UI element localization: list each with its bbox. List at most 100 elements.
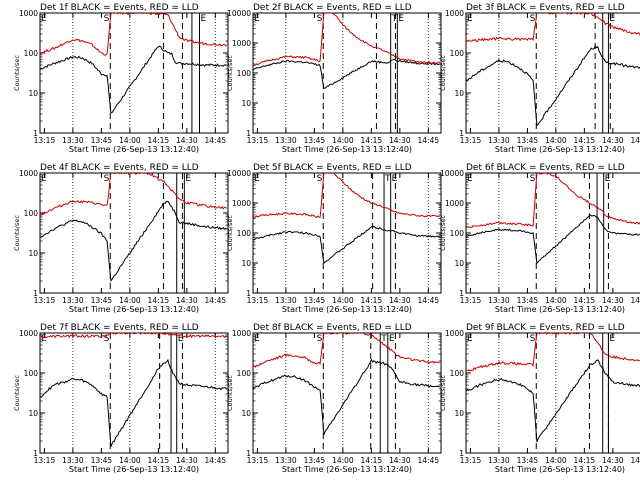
y-tick-label: 100: [24, 369, 39, 378]
x-tick-label: 13:45: [517, 456, 539, 465]
interval-marker: E: [398, 14, 404, 24]
x-tick-label: 14:15: [361, 136, 383, 145]
x-tick-label: 14:45: [418, 136, 440, 145]
lld-series-line: [253, 13, 440, 67]
x-tick-label: 14:30: [389, 136, 411, 145]
x-tick-label: 13:30: [488, 136, 510, 145]
chart-title: Det 1f BLACK = Events, RED = LLD: [40, 3, 199, 13]
x-tick-label: 14:30: [389, 296, 411, 305]
y-axis-label: Counts/sec: [226, 55, 234, 91]
interval-marker: S: [104, 174, 110, 184]
plot-frame: [465, 332, 640, 454]
x-tick-label: 14:30: [602, 456, 624, 465]
x-tick-label: 14:15: [148, 136, 170, 145]
y-tick-label: 100: [450, 369, 465, 378]
interval-marker: S: [317, 174, 323, 184]
interval-marker: E: [41, 334, 47, 344]
x-tick-label: 14:45: [205, 136, 227, 145]
y-tick-label: 100: [237, 369, 252, 378]
x-tick-label: 14:45: [631, 456, 640, 465]
x-tick-label: 14:45: [418, 456, 440, 465]
y-tick-label: 1: [33, 289, 38, 298]
events-series-line: [40, 200, 227, 282]
interval-marker: E: [605, 174, 611, 184]
x-tick-label: 14:30: [602, 136, 624, 145]
x-axis-label: Start Time (26-Sep-13 13:12:40): [495, 465, 625, 474]
chart-title: Det 9f BLACK = Events, RED = LLD: [466, 323, 625, 333]
y-tick-label: 10: [28, 409, 38, 418]
x-tick-label: 14:45: [631, 296, 640, 305]
x-tick-label: 13:45: [91, 136, 113, 145]
interval-marker: E: [185, 174, 191, 184]
x-axis-label: Start Time (26-Sep-13 13:12:40): [282, 305, 412, 314]
x-tick-label: 13:15: [247, 136, 269, 145]
y-tick-label: 1000: [19, 169, 38, 178]
x-tick-label: 13:45: [517, 136, 539, 145]
y-tick-label: 10: [28, 89, 38, 98]
lld-series-line: [40, 173, 228, 216]
interval-marker: E: [609, 334, 615, 344]
events-series-line: [253, 358, 440, 435]
y-tick-label: 100: [450, 49, 465, 58]
x-tick-label: 13:45: [304, 296, 326, 305]
interval-marker: E: [467, 14, 473, 24]
chart-panel: Det 2f BLACK = Events, RED = LLD 1 10 100 10…: [226, 3, 442, 154]
y-tick-label: 1000: [445, 9, 464, 18]
y-tick-label: 10: [28, 249, 38, 258]
x-tick-label: 14:45: [205, 296, 227, 305]
interval-marker: S: [530, 14, 536, 24]
chart-title: Det 3f BLACK = Events, RED = LLD: [466, 3, 625, 13]
interval-marker: S: [104, 334, 110, 344]
y-tick-label: 100: [24, 49, 39, 58]
interval-marker: T: [391, 14, 398, 24]
x-tick-label: 14:15: [574, 136, 596, 145]
lld-series-line: [253, 173, 440, 219]
y-tick-label: 10: [241, 99, 251, 108]
chart-panel: Det 8f BLACK = Events, RED = LLD 1 10 100 10…: [226, 323, 442, 474]
interval-marker: E: [41, 14, 47, 24]
x-axis-label: Start Time (26-Sep-13 13:12:40): [282, 145, 412, 154]
y-tick-label: 1: [33, 129, 38, 138]
y-tick-label: 1: [459, 129, 464, 138]
x-tick-label: 13:30: [62, 136, 84, 145]
chart-panel: Det 5f BLACK = Events, RED = LLD 1 10 100 10…: [226, 163, 442, 314]
y-tick-label: 10: [454, 259, 464, 268]
events-series-line: [466, 359, 640, 443]
x-tick-label: 14:00: [119, 296, 141, 305]
x-tick-label: 14:45: [631, 136, 640, 145]
y-tick-label: 1000: [19, 9, 38, 18]
y-axis-label: Counts/sec: [439, 375, 447, 411]
y-tick-label: 1: [246, 129, 251, 138]
x-tick-label: 13:30: [275, 456, 297, 465]
chart-panel: Det 3f BLACK = Events, RED = LLD 1 10 100 10…: [439, 3, 640, 154]
x-tick-label: 13:15: [34, 456, 56, 465]
y-tick-label: 10: [454, 409, 464, 418]
chart-panel: Det 7f BLACK = Events, RED = LLD 1 10 100 10…: [13, 323, 229, 474]
interval-marker: E: [254, 14, 260, 24]
interval-marker: E: [254, 174, 260, 184]
interval-marker: S: [530, 174, 536, 184]
lld-series-line: [253, 333, 440, 368]
chart-title: Det 6f BLACK = Events, RED = LLD: [466, 163, 625, 173]
y-tick-label: 100: [24, 209, 39, 218]
y-tick-label: 10000: [227, 9, 251, 18]
x-tick-label: 13:15: [460, 456, 482, 465]
x-tick-label: 13:15: [247, 296, 269, 305]
interval-marker: T: [384, 174, 391, 184]
y-tick-label: 10: [454, 89, 464, 98]
lld-series-line: [466, 333, 640, 372]
x-tick-label: 14:00: [332, 296, 354, 305]
x-tick-label: 13:30: [275, 136, 297, 145]
interval-marker: S: [530, 334, 536, 344]
x-tick-label: 14:30: [176, 136, 198, 145]
x-tick-label: 14:30: [176, 296, 198, 305]
y-axis-label: Counts/sec: [226, 375, 234, 411]
x-axis-label: Start Time (26-Sep-13 13:12:40): [69, 305, 199, 314]
interval-marker: T: [380, 334, 387, 344]
chart-panel: Det 1f BLACK = Events, RED = LLD 1 10 100 10…: [13, 3, 229, 154]
x-tick-label: 14:15: [148, 296, 170, 305]
y-axis-label: Counts/sec: [13, 55, 21, 91]
x-axis-label: Start Time (26-Sep-13 13:12:40): [69, 145, 199, 154]
y-tick-label: 1000: [232, 329, 251, 338]
x-tick-label: 13:45: [304, 136, 326, 145]
